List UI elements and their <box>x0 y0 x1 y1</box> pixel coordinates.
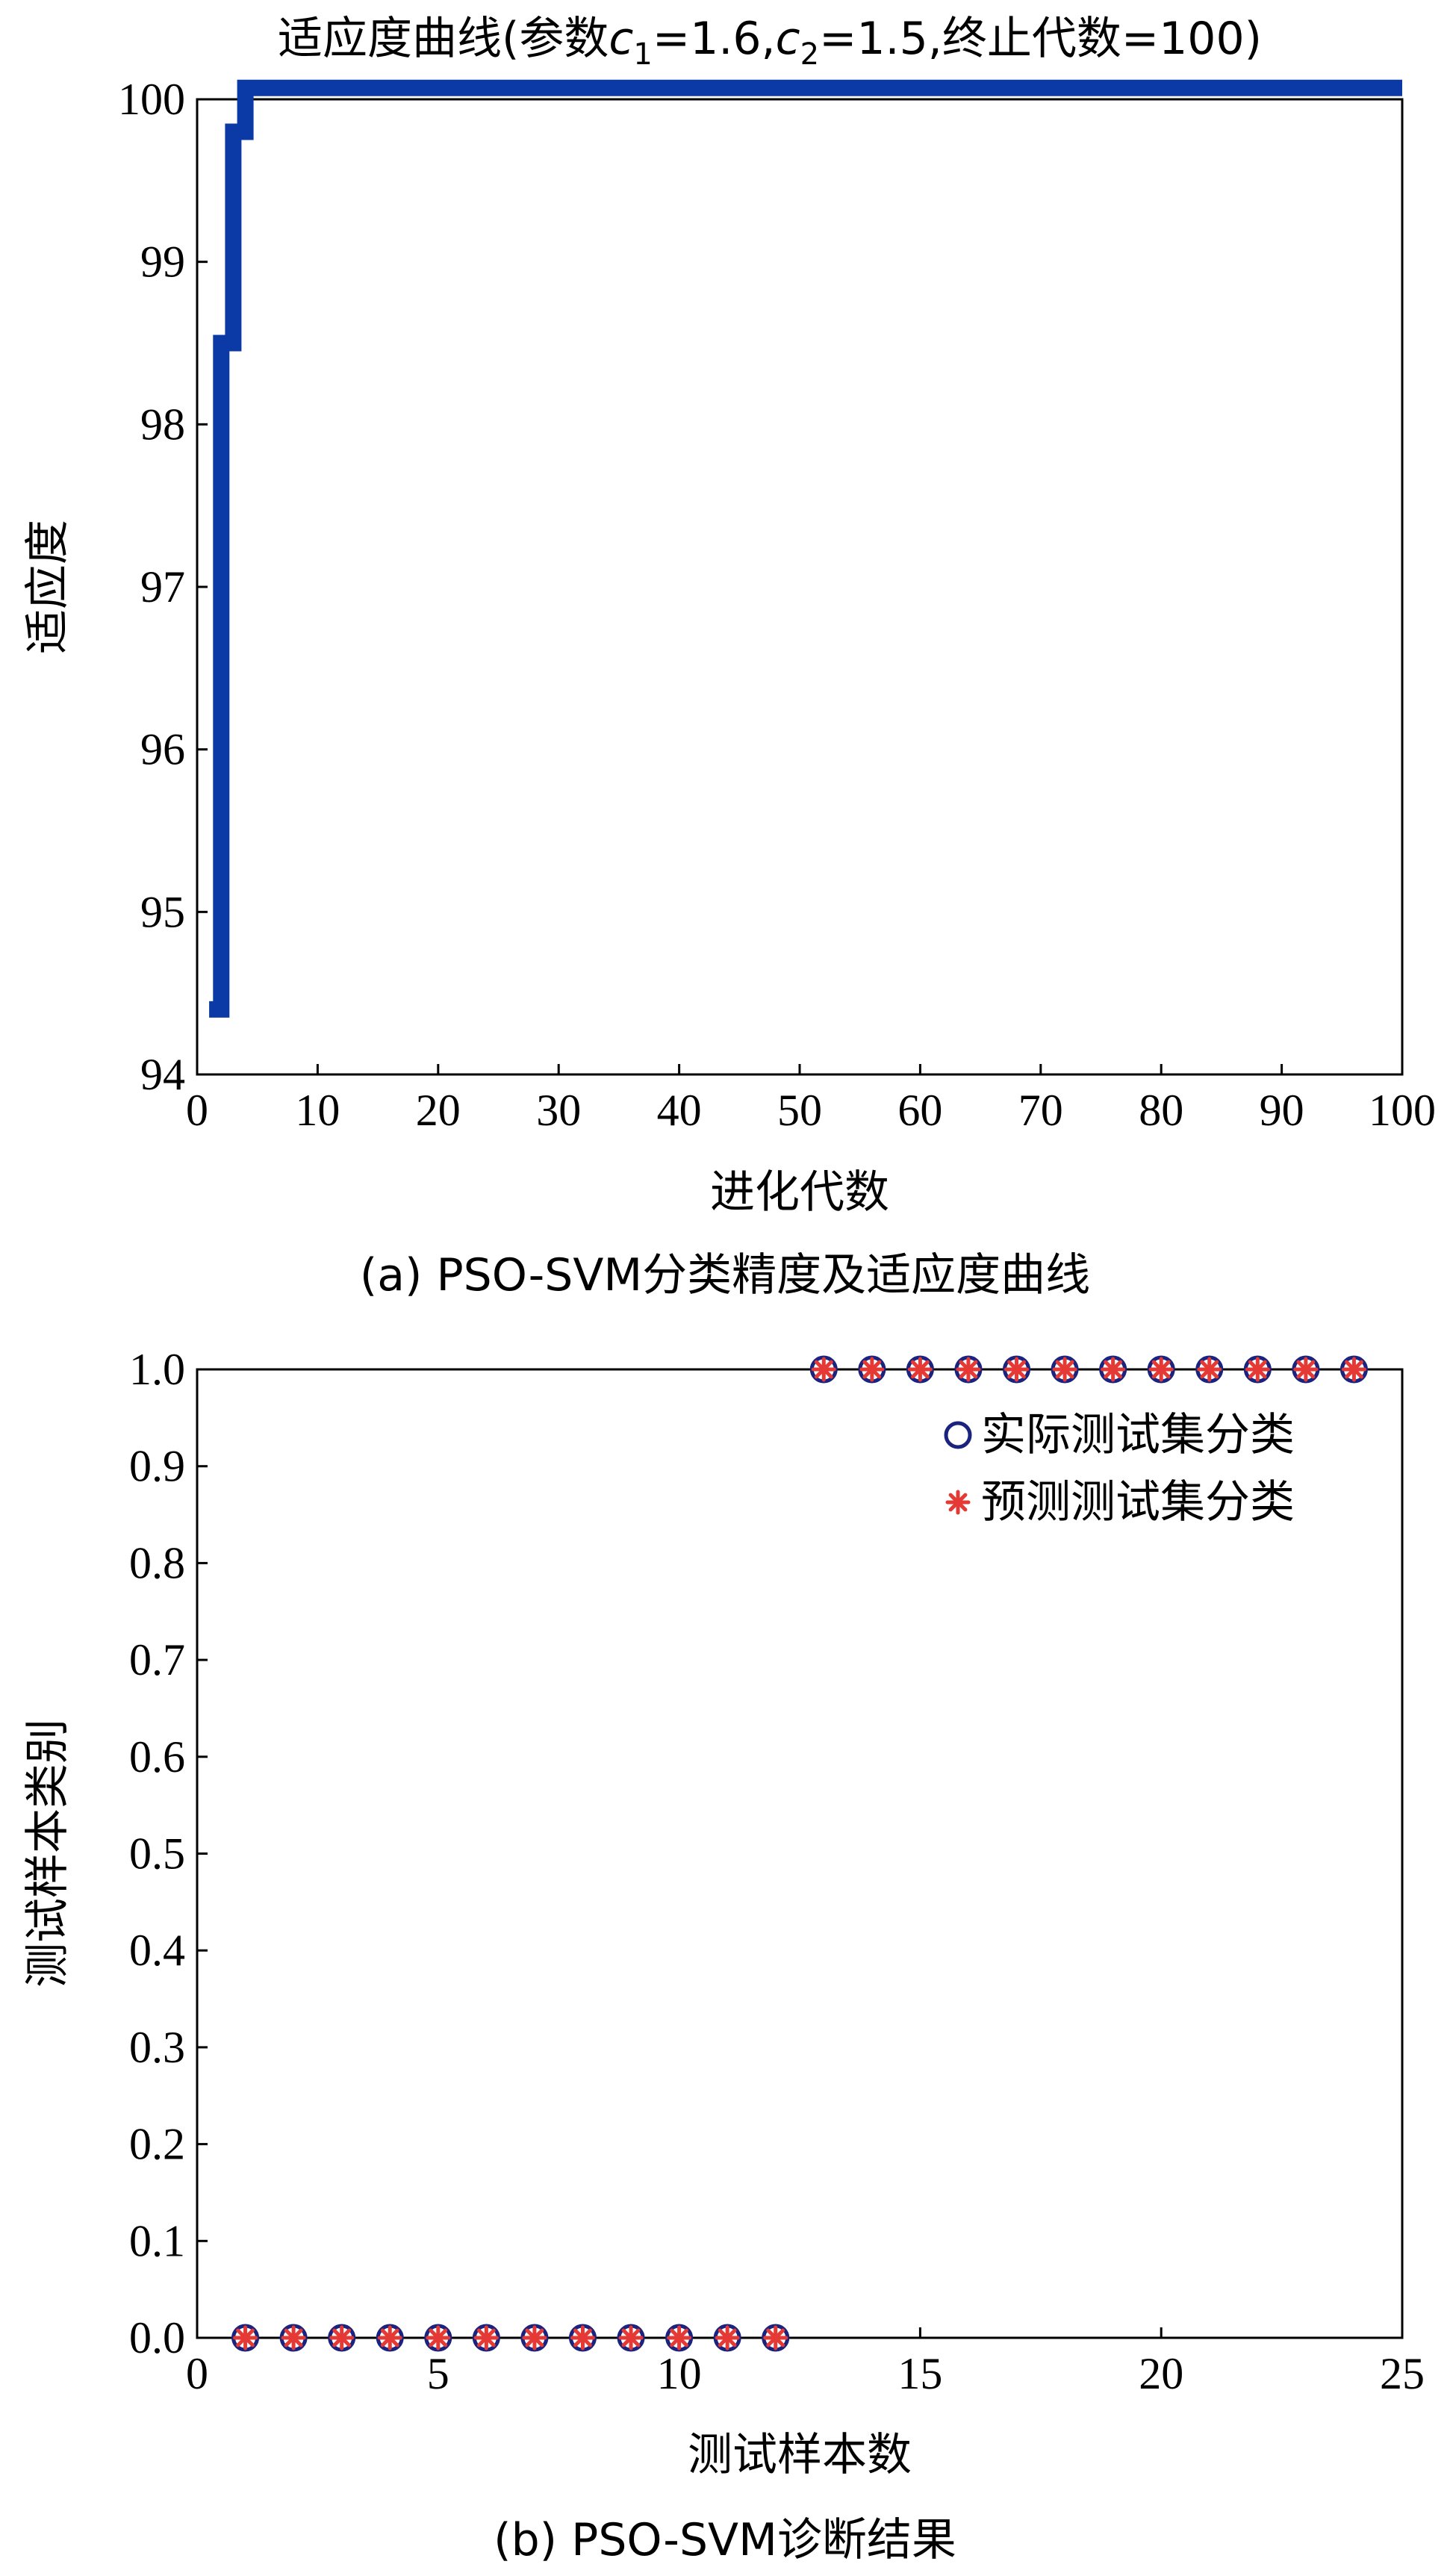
predicted-point <box>473 2325 499 2351</box>
fitness-chart-caption: (a) PSO-SVM分类精度及适应度曲线 <box>360 1249 1090 1301</box>
predicted-point <box>618 2325 644 2351</box>
predicted-point <box>1341 1357 1366 1382</box>
diagnosis-x-tick-label: 10 <box>657 2349 702 2398</box>
fitness-y-axis-label: 适应度 <box>22 520 74 654</box>
diagnosis-y-tick-label: 0.3 <box>129 2023 185 2072</box>
predicted-point <box>1245 1357 1270 1382</box>
predicted-point <box>522 2325 547 2351</box>
diagnosis-x-tick-label: 25 <box>1380 2349 1425 2398</box>
fitness-y-tick-label: 100 <box>118 75 185 124</box>
diagnosis-y-tick-label: 1.0 <box>129 1345 185 1394</box>
predicted-point <box>811 1357 836 1382</box>
diagnosis-y-tick-label: 0.4 <box>129 1926 185 1975</box>
predicted-point <box>1148 1357 1174 1382</box>
diagnosis-x-axis-label: 测试样本数 <box>688 2429 912 2481</box>
fitness-y-tick-label: 95 <box>140 887 185 936</box>
predicted-point <box>329 2325 355 2351</box>
fitness-x-tick-label: 10 <box>295 1086 340 1135</box>
diagnosis-y-tick-label: 0.2 <box>129 2120 185 2169</box>
fitness-x-tick-label: 70 <box>1018 1086 1063 1135</box>
fitness-x-tick-label: 80 <box>1139 1086 1183 1135</box>
diagnosis-y-tick-label: 0.8 <box>129 1538 185 1587</box>
diagnosis-y-tick-label: 0.6 <box>129 1732 185 1782</box>
diagnosis-x-tick-label: 15 <box>897 2349 942 2398</box>
fitness-plot-area <box>196 98 1404 1076</box>
diagnosis-y-tick-label: 0.1 <box>129 2216 185 2265</box>
predicted-point <box>377 2325 402 2351</box>
fitness-x-tick-label: 90 <box>1260 1086 1304 1135</box>
fitness-x-tick-label: 100 <box>1369 1086 1436 1135</box>
predicted-point <box>859 1357 885 1382</box>
diagnosis-x-tick-label: 20 <box>1139 2349 1183 2398</box>
fitness-y-tick-label: 96 <box>140 725 185 774</box>
predicted-point <box>233 2325 258 2351</box>
fitness-y-tick-label: 98 <box>140 399 185 449</box>
fitness-y-tick-label: 99 <box>140 237 185 287</box>
predicted-point <box>1101 1357 1126 1382</box>
fitness-x-tick-label: 30 <box>536 1086 581 1135</box>
fitness-x-tick-label: 40 <box>657 1086 702 1135</box>
predicted-point <box>667 2325 692 2351</box>
diagnosis-legend: 实际测试集分类 预测测试集分类 <box>944 1409 1295 1528</box>
legend-circle-marker <box>944 1421 972 1449</box>
predicted-point <box>1293 1357 1319 1382</box>
predicted-point <box>1052 1357 1077 1382</box>
predicted-point <box>763 2325 788 2351</box>
fitness-x-tick-label: 60 <box>897 1086 942 1135</box>
predicted-point <box>907 1357 933 1382</box>
fitness-y-tick-label: 97 <box>140 562 185 612</box>
fitness-chart-title: 适应度曲线(参数c1=1.6,c2=1.5,终止代数=100) <box>278 13 1262 72</box>
predicted-point <box>426 2325 451 2351</box>
diagnosis-y-tick-label: 0.9 <box>129 1442 185 1491</box>
diagnosis-chart: 0 5 10 15 20 25 0.0 0.1 0.2 0.3 0.4 0.5 0.6 0.7 0.8 0.9… <box>22 1345 1425 2566</box>
predicted-point <box>715 2325 740 2351</box>
predicted-point <box>570 2325 595 2351</box>
legend-actual-label: 实际测试集分类 <box>981 1409 1295 1461</box>
diagnosis-y-axis-label: 测试样本类别 <box>22 1719 74 1988</box>
diagnosis-x-tick-label: 5 <box>427 2349 449 2398</box>
fitness-x-axis-label: 进化代数 <box>710 1166 889 1219</box>
predicted-point <box>956 1357 981 1382</box>
legend-predicted-label: 预测测试集分类 <box>981 1476 1295 1528</box>
fitness-series-line <box>209 79 1402 1018</box>
diagnosis-y-tick-label: 0.5 <box>129 1829 185 1879</box>
fitness-y-tick-label: 94 <box>140 1050 185 1099</box>
diagnosis-x-tick-label: 0 <box>186 2349 208 2398</box>
fitness-x-tick-label: 50 <box>777 1086 822 1135</box>
diagnosis-y-tick-label: 0.7 <box>129 1635 185 1684</box>
fitness-x-tick-label: 20 <box>416 1086 461 1135</box>
predicted-point <box>1197 1357 1222 1382</box>
fitness-x-tick-label: 0 <box>186 1086 208 1135</box>
diagnosis-y-tick-label: 0.0 <box>129 2313 185 2362</box>
diagnosis-chart-caption: (b) PSO-SVM诊断结果 <box>494 2514 956 2566</box>
predicted-point <box>1004 1357 1030 1382</box>
predicted-point <box>281 2325 306 2351</box>
legend-asterisk-glyph <box>945 1490 971 1515</box>
fitness-chart: 适应度曲线(参数c1=1.6,c2=1.5,终止代数=100) 0 10 20 30 4… <box>22 13 1436 1301</box>
legend-asterisk-marker <box>945 1490 971 1515</box>
